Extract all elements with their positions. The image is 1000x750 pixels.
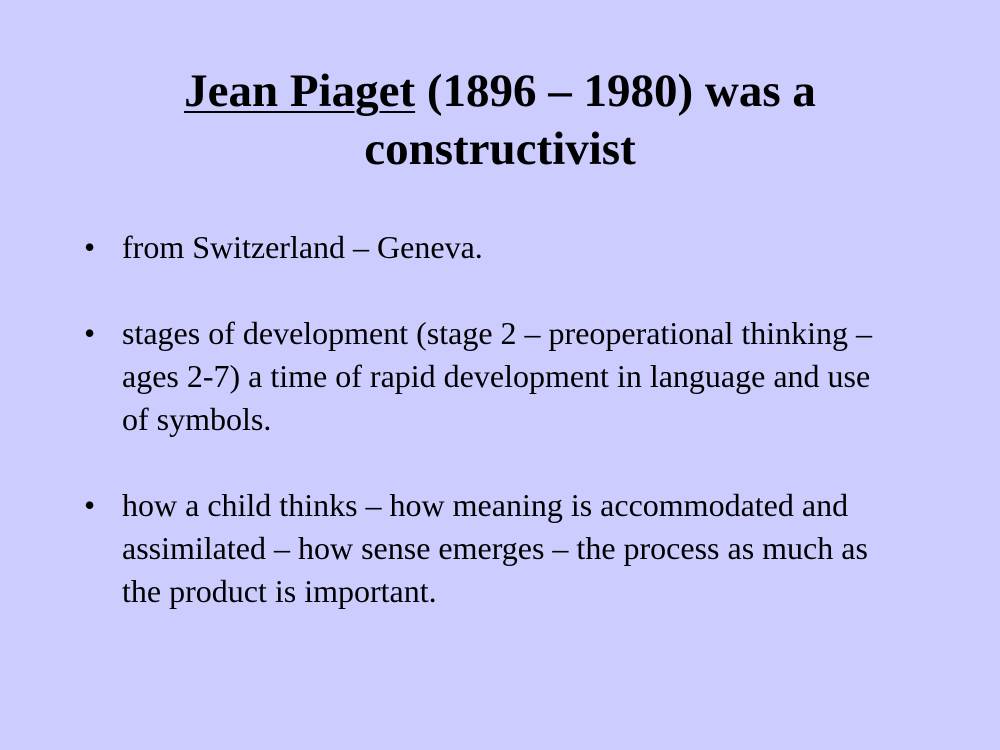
bullet-text: from Switzerland – Geneva. [122,229,483,265]
title-text-line2: constructivist [364,123,636,175]
bullet-text: how a child thinks – how meaning is acco… [122,487,868,609]
slide-title: Jean Piaget (1896 – 1980) was a construct… [60,62,940,178]
bullet-text: stages of development (stage 2 – preoper… [122,315,873,437]
bullet-list: • from Switzerland – Geneva. • stages of… [84,226,904,613]
bullet-item: • from Switzerland – Geneva. [84,226,904,269]
title-text-line1: (1896 – 1980) was a [415,65,816,117]
bullet-dot-icon: • [84,315,96,351]
bullet-item: • how a child thinks – how meaning is ac… [84,484,904,613]
bullet-dot-icon: • [84,229,96,265]
title-link-jean-piaget[interactable]: Jean Piaget [184,65,416,117]
bullet-item: • stages of development (stage 2 – preop… [84,312,904,441]
bullet-dot-icon: • [84,487,96,523]
